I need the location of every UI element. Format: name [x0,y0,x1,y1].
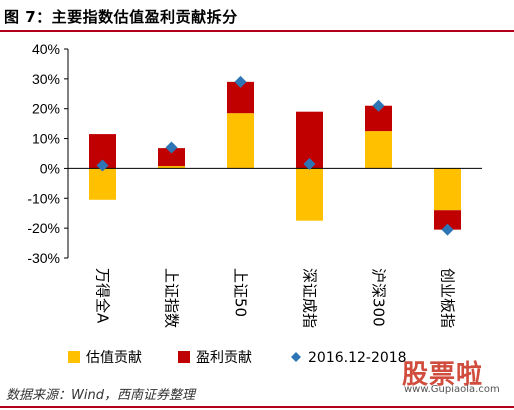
legend-valuation-label: 估值贡献 [86,350,142,366]
y-tick-label: 30% [32,71,60,87]
earnings-bar [434,210,461,230]
x-category-label: 沪深300 [370,268,388,327]
y-tick-label: 40% [32,41,60,57]
total-marker [372,99,385,112]
total-marker [303,157,316,170]
valuation-bar [227,113,254,169]
earnings-bar [158,148,185,167]
valuation-bar [89,168,116,200]
title-bar: 图 7：主要指数估值盈利贡献拆分 [0,0,514,32]
valuation-bar [296,168,323,221]
chart: 40% 30% 20% 10% 0% -10% -20% -30% 万得全A 上证指数 上证50 深证… [27,41,482,366]
figure-title: 图 7：主要指数估值盈利贡献拆分 [4,8,238,26]
legend-earnings-swatch [178,351,190,363]
x-category-label: 万得全A [94,268,112,324]
y-tick-label: 0% [40,160,60,176]
x-category-label: 深证成指 [301,268,319,328]
total-marker [441,223,454,236]
watermark-brand: 股票啦 [402,360,484,390]
y-tick-label: -10% [27,190,60,206]
legend-valuation-swatch [68,351,80,363]
valuation-bar [365,131,392,169]
y-tick-label: -20% [27,220,60,236]
y-tick-label: 10% [32,131,60,147]
valuation-bar [158,166,185,169]
x-category-label: 上证指数 [163,268,181,328]
watermark-logo: 股票啦 www.Gupiaola.com [398,352,508,400]
legend-total-swatch [291,352,301,362]
total-marker [165,141,178,154]
bottom-rule [0,406,514,408]
total-marker [234,75,247,88]
watermark-url: www.Gupiaola.com [404,384,500,395]
y-tick-label: 20% [32,101,60,117]
source-note: 数据来源：Wind，西南证券整理 [6,388,195,403]
x-category-label: 上证50 [232,268,250,317]
legend-earnings-label: 盈利贡献 [196,350,252,366]
total-marker [96,159,109,172]
y-tick-label: -30% [27,250,60,266]
x-category-label: 创业板指 [439,268,457,328]
legend-total-label: 2016.12-2018 [308,350,407,366]
valuation-bar [434,168,461,211]
